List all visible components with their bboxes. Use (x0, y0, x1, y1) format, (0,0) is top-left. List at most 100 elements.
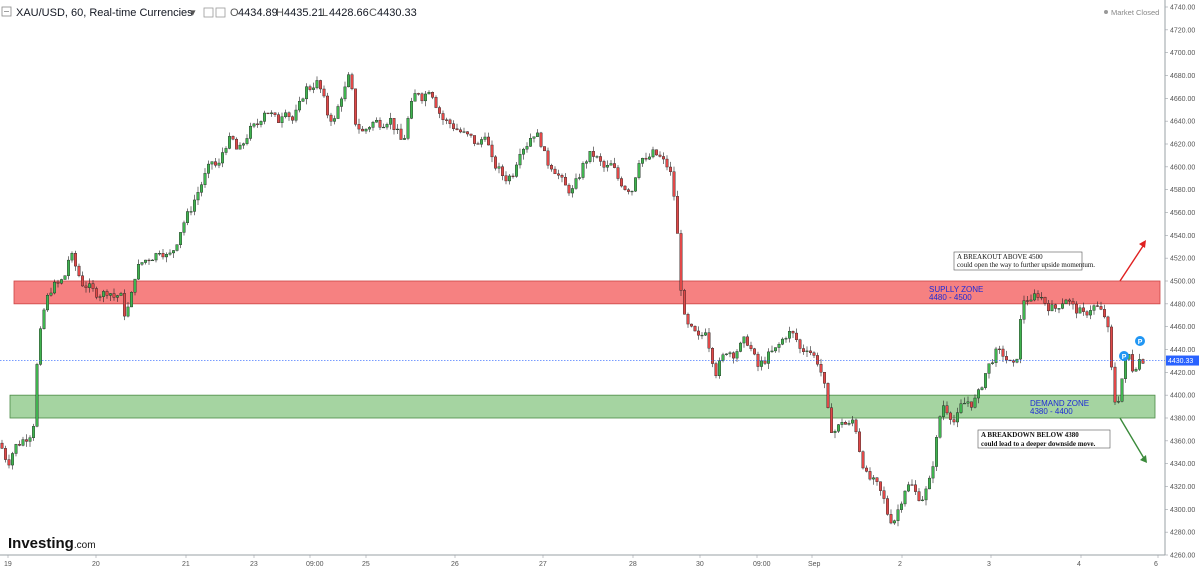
candle-body (462, 131, 466, 133)
candle-body (1102, 309, 1106, 318)
candle-body (294, 109, 298, 121)
candle-body (1092, 305, 1096, 311)
x-tick-label: 25 (362, 561, 370, 568)
candle-body (1085, 311, 1089, 316)
candle-body (861, 451, 865, 469)
high-label: H (276, 7, 284, 19)
candle-body (378, 119, 382, 128)
candle-body (431, 92, 435, 98)
y-tick-label: 4660.00 (1170, 96, 1195, 103)
candle-body (725, 353, 729, 355)
y-tick-label: 4540.00 (1170, 233, 1195, 240)
candle-body (501, 166, 505, 176)
candle-body (721, 354, 725, 361)
candle-body (879, 481, 883, 491)
marker-p-icon[interactable] (1135, 336, 1145, 346)
candle-body (399, 128, 403, 140)
candle-body (900, 503, 904, 510)
candle-body (25, 439, 29, 442)
candle-body (210, 161, 214, 165)
candle-body (434, 97, 438, 108)
logo-brand: Investing (8, 535, 74, 552)
candle-body (644, 157, 648, 160)
candle-body (875, 477, 879, 482)
candle-body (1130, 354, 1134, 372)
candle-body (112, 293, 116, 298)
candle-body (375, 119, 379, 123)
candle-body (1137, 359, 1141, 370)
marker-p-icon[interactable] (1119, 351, 1129, 361)
candle-body (543, 146, 547, 152)
y-tick-label: 4360.00 (1170, 438, 1195, 445)
candle-body (952, 419, 956, 423)
candle-body (445, 119, 449, 121)
candle-body (192, 199, 196, 212)
candle-body (798, 339, 802, 349)
candle-body (830, 407, 834, 433)
x-tick-label: 27 (539, 561, 547, 568)
settings-icon[interactable] (215, 7, 226, 18)
candle-body (928, 477, 932, 490)
candle-body (1060, 303, 1064, 309)
candle-body (704, 332, 708, 336)
y-tick-label: 4720.00 (1170, 27, 1195, 34)
candle-body (774, 347, 778, 352)
candle-body (1064, 299, 1068, 304)
candle-body (287, 112, 291, 117)
candle-body (935, 437, 939, 467)
down-arrow-icon (1119, 417, 1146, 461)
symbol-title[interactable]: XAU/USD, 60, Real-time Currencies (16, 7, 193, 19)
y-tick-label: 4620.00 (1170, 142, 1195, 149)
candle-body (602, 161, 606, 168)
close-value: 4430.33 (377, 7, 417, 19)
candle-body (672, 171, 676, 197)
candle-body (532, 136, 536, 139)
candle-body (1050, 304, 1054, 312)
candle-body (308, 86, 312, 90)
candle-body (735, 351, 739, 359)
candle-body (998, 348, 1002, 350)
candle-body (322, 88, 326, 97)
candle-body (154, 253, 158, 261)
candle-body (665, 158, 669, 168)
candle-body (473, 135, 477, 144)
candle-body (574, 178, 578, 189)
y-tick-label: 4480.00 (1170, 301, 1195, 308)
candle-body (700, 334, 704, 337)
candle-body (588, 151, 592, 162)
candle-body (469, 133, 473, 136)
x-tick-label: 26 (451, 561, 459, 568)
candle-body (536, 132, 540, 137)
candle-body (301, 98, 305, 102)
candle-body (917, 491, 921, 501)
market-status-dot-icon (1104, 10, 1108, 14)
collapse-icon[interactable] (1, 6, 12, 17)
candle-body (452, 123, 456, 129)
candle-body (714, 363, 718, 377)
candle-body (669, 166, 673, 172)
candle-body (1074, 303, 1078, 314)
x-tick-label: 6 (1154, 561, 1158, 568)
candle-body (1005, 356, 1009, 361)
candle-body (987, 363, 991, 374)
candle-body (893, 520, 897, 524)
candle-body (410, 101, 414, 119)
symbol-dropdown-icon[interactable]: ▾ (190, 7, 196, 19)
candle-body (343, 86, 347, 100)
y-tick-label: 4420.00 (1170, 370, 1195, 377)
candle-body (448, 119, 452, 124)
candle-body (732, 352, 736, 359)
candle-body (781, 338, 785, 345)
plot-area (0, 0, 1165, 555)
zones-layer (9, 280, 1161, 419)
low-value: 4428.66 (329, 7, 369, 19)
candle-body (217, 162, 221, 166)
candle-body (788, 331, 792, 339)
candle-body (739, 342, 743, 352)
candle-body (749, 345, 753, 349)
candle-body (896, 509, 900, 521)
x-tick-label: 19 (4, 561, 12, 568)
supply-zone-label: SUPLLY ZONE (929, 285, 983, 294)
compare-icon[interactable] (203, 7, 214, 18)
